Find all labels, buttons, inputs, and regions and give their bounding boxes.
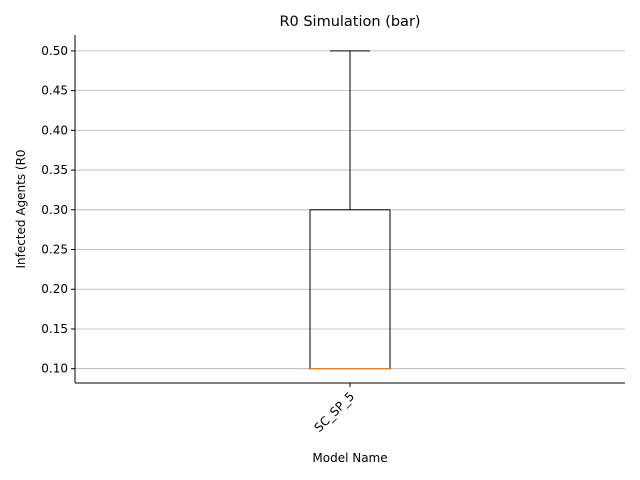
y-axis-label: Infected Agents (R0	[14, 149, 28, 268]
y-tick-label: 0.10	[41, 362, 68, 376]
y-tick-label: 0.15	[41, 322, 68, 336]
y-tick-label: 0.35	[41, 163, 68, 177]
y-axis-ticks: 0.10 0.15 0.20 0.25 0.30 0.35 0.40 0.45 0.50	[41, 44, 75, 376]
y-tick-label: 0.20	[41, 282, 68, 296]
chart-title: R0 Simulation (bar)	[279, 14, 420, 30]
box-plot-series	[309, 50, 391, 370]
y-tick-label: 0.30	[41, 203, 68, 217]
y-tick-label: 0.25	[41, 243, 68, 257]
y-tick-label: 0.45	[41, 84, 68, 98]
x-axis-label: Model Name	[312, 451, 387, 465]
y-tick-label: 0.40	[41, 123, 68, 137]
y-tick-label: 0.50	[41, 44, 68, 58]
